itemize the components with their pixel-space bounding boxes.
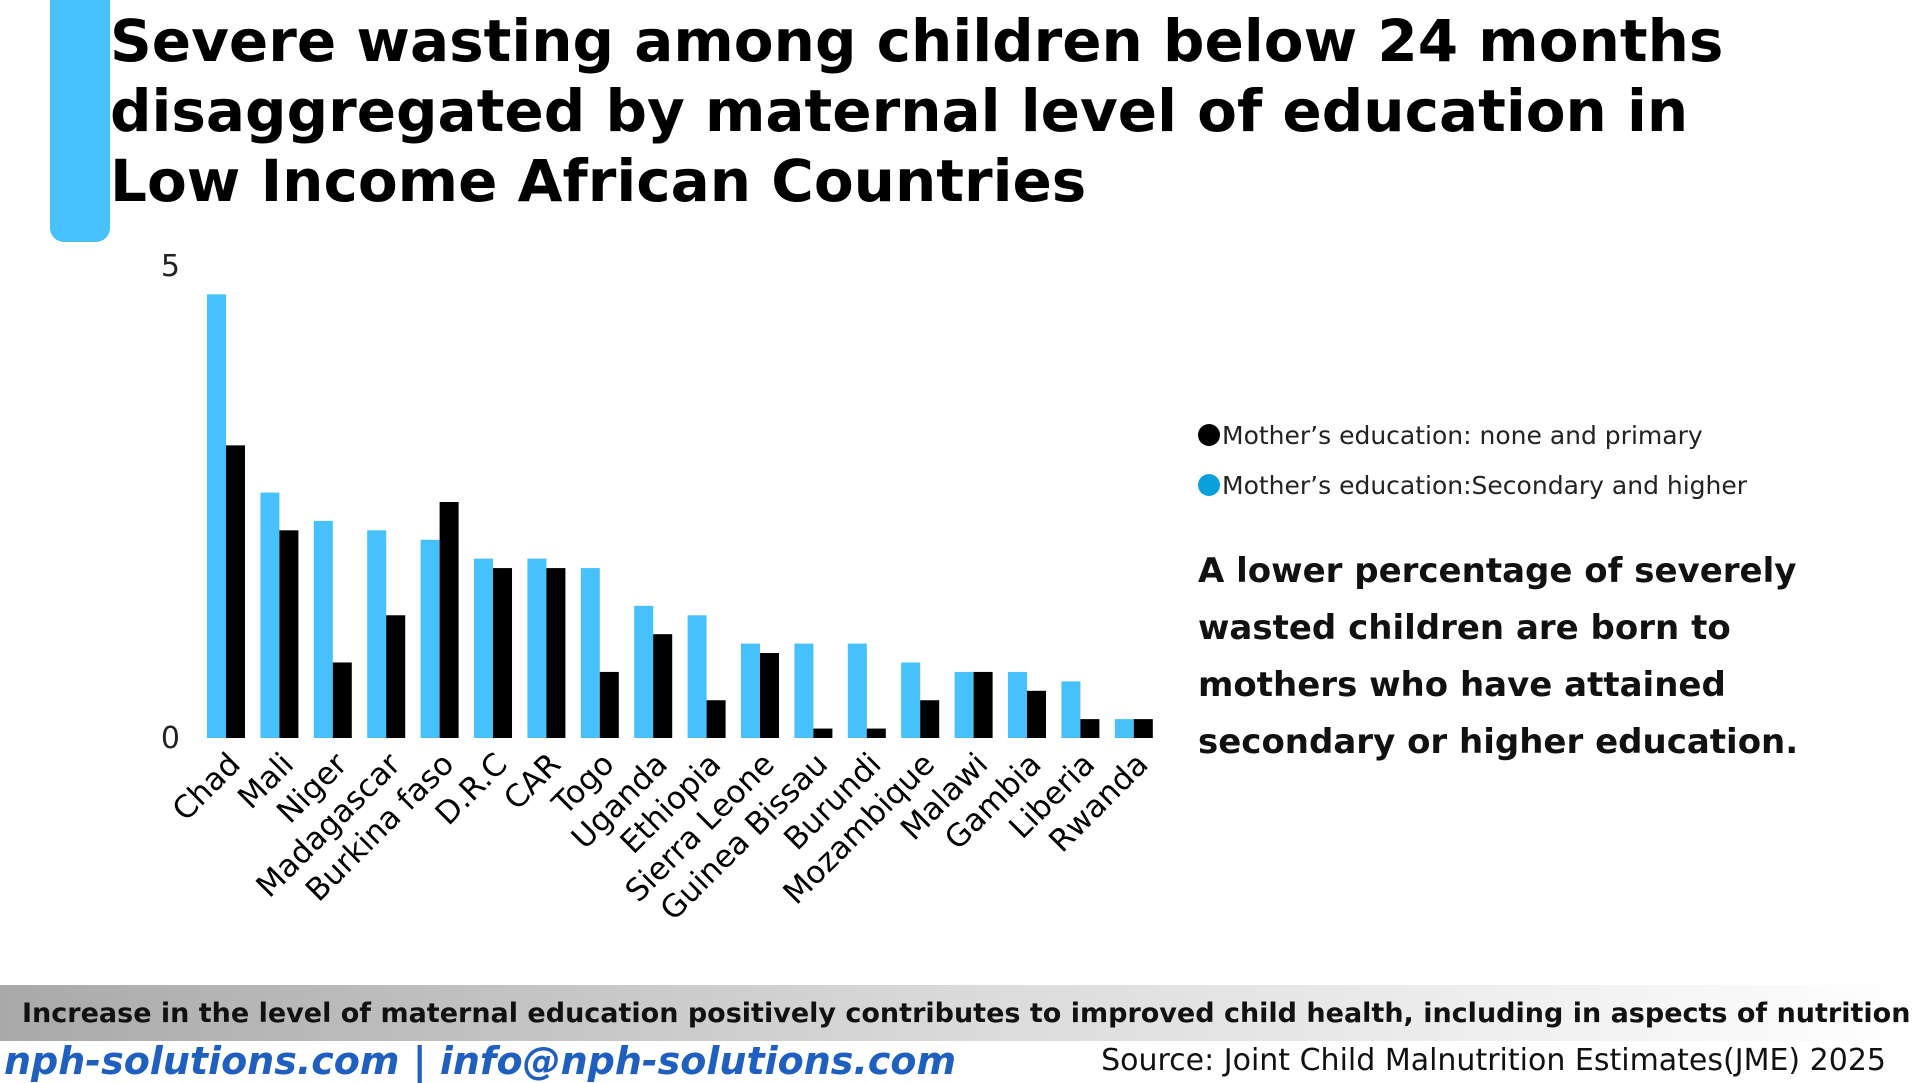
bar-secondary-higher <box>367 530 387 738</box>
bar-none-primary <box>546 568 566 738</box>
legend-label-secondary-higher: Mother’s education:Secondary and higher <box>1222 470 1748 500</box>
bar-secondary-higher <box>474 558 493 738</box>
bars <box>207 294 1153 738</box>
bar-none-primary <box>493 568 512 738</box>
bar-none-primary <box>1080 719 1100 738</box>
bar-none-primary <box>226 445 245 738</box>
legend-item-secondary-higher: Mother’s education:Secondary and higher <box>1198 460 1747 510</box>
bar-secondary-higher <box>634 605 654 738</box>
bar-secondary-higher <box>580 568 600 738</box>
legend: Mother’s education: none and primary Mot… <box>1198 410 1747 510</box>
source-note: Source: Joint Child Malnutrition Estimat… <box>1101 1043 1886 1078</box>
insight-text: A lower percentage of severely wasted ch… <box>1198 551 1799 762</box>
legend-dot-none-primary <box>1198 424 1220 446</box>
bar-secondary-higher <box>847 643 867 738</box>
bar-none-primary <box>599 671 619 738</box>
bar-none-primary <box>706 700 726 738</box>
bar-none-primary <box>386 615 406 738</box>
legend-dot-secondary-higher <box>1198 474 1220 496</box>
y-tick-label: 5 <box>161 249 180 284</box>
title-accent-bar <box>50 0 110 242</box>
bar-none-primary <box>439 502 459 738</box>
bar-none-primary <box>1133 719 1153 738</box>
bar-secondary-higher <box>1008 671 1027 738</box>
bar-none-primary <box>920 700 940 738</box>
bar-secondary-higher <box>1114 719 1134 738</box>
bar-secondary-higher <box>527 558 547 738</box>
bar-none-primary <box>813 728 833 738</box>
bar-none-primary <box>332 662 352 738</box>
legend-label-none-primary: Mother’s education: none and primary <box>1222 420 1703 450</box>
bar-none-primary <box>653 634 673 738</box>
bar-secondary-higher <box>260 492 280 738</box>
contact-link[interactable]: nph-solutions.com | info@nph-solutions.c… <box>4 1039 957 1083</box>
conclusion-banner: Increase in the level of maternal educat… <box>0 985 1920 1041</box>
bar-secondary-higher <box>901 662 921 738</box>
bar-secondary-higher <box>420 539 440 738</box>
bar-none-primary <box>279 530 299 738</box>
y-axis-ticks: 05 <box>161 249 180 756</box>
bar-secondary-higher <box>313 520 333 738</box>
chart-title: Severe wasting among children below 24 m… <box>110 7 1724 215</box>
y-tick-label: 0 <box>161 721 180 756</box>
legend-item-none-primary: Mother’s education: none and primary <box>1198 410 1747 460</box>
bar-secondary-higher <box>954 671 974 738</box>
banner-text: Increase in the level of maternal educat… <box>22 997 1911 1029</box>
bar-none-primary <box>1027 690 1046 738</box>
bar-none-primary <box>973 671 993 738</box>
bar-secondary-higher <box>687 615 707 738</box>
bar-secondary-higher <box>741 643 760 738</box>
bar-none-primary <box>760 653 779 738</box>
bar-secondary-higher <box>1061 681 1081 738</box>
bar-none-primary <box>866 728 886 738</box>
bar-secondary-higher <box>794 643 814 738</box>
bar-secondary-higher <box>207 294 226 738</box>
